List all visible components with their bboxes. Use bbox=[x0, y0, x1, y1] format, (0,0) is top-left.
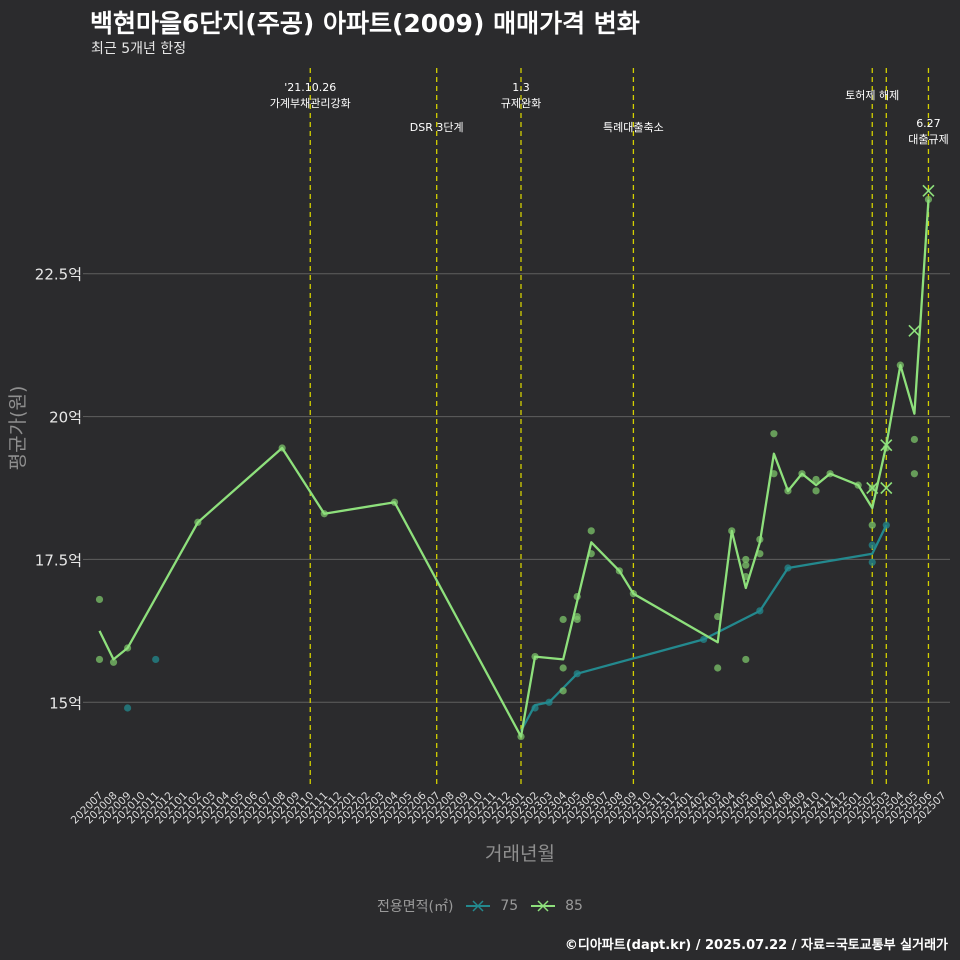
legend: 전용면적(㎡) 75 85 bbox=[0, 896, 960, 916]
grid-layer bbox=[88, 273, 950, 703]
chart-subtitle: 최근 5개년 한정 bbox=[91, 41, 187, 57]
y-axis-label: 평균가(원) bbox=[7, 386, 29, 471]
cross-stroke bbox=[908, 324, 921, 337]
point-85 bbox=[573, 615, 581, 624]
y-tick-label: 20억 bbox=[49, 409, 82, 427]
point-85 bbox=[714, 612, 722, 621]
point-85 bbox=[910, 435, 919, 444]
legend-label-75: 75 bbox=[500, 898, 519, 914]
source-caption: ©디아파트(dapt.kr) / 2025.07.22 / 자료=국토교통부 실… bbox=[564, 938, 948, 953]
point-75 bbox=[868, 558, 876, 566]
event-label: 규제완화 bbox=[501, 97, 541, 110]
point-85 bbox=[910, 470, 919, 478]
x-axis-label: 거래년월 bbox=[485, 843, 555, 865]
event-label: 대출규제 bbox=[908, 133, 948, 146]
y-tick-label: 17.5억 bbox=[35, 551, 82, 569]
cross-stroke bbox=[866, 481, 879, 495]
point-85 bbox=[559, 615, 567, 624]
series-line-85 bbox=[98, 199, 930, 738]
y-tick-label: 22.5억 bbox=[35, 266, 82, 284]
point-85 bbox=[587, 527, 595, 535]
cross-marker-85 bbox=[908, 324, 921, 337]
chart-title: 백현마을6단지(주공) 아파트(2009) 매매가격 변화 bbox=[90, 9, 640, 38]
point-85 bbox=[742, 555, 750, 564]
point-75 bbox=[868, 541, 876, 549]
event-label: 토허제 해제 bbox=[845, 88, 899, 102]
point-75 bbox=[124, 704, 132, 712]
point-85 bbox=[559, 664, 567, 672]
series-line-75 bbox=[519, 524, 888, 732]
point-85 bbox=[109, 658, 118, 666]
legend-key-85-icon bbox=[530, 900, 555, 912]
event-label: '21.10.26 bbox=[284, 81, 336, 94]
cross-marker-85 bbox=[866, 481, 879, 495]
axis-layer: 15억17.5억20억22.5억202007202008202009202010… bbox=[35, 266, 949, 827]
event-label: 1.3 bbox=[512, 81, 530, 94]
point-85 bbox=[742, 655, 750, 664]
cross-stroke bbox=[880, 439, 893, 452]
y-tick-label: 15억 bbox=[49, 694, 82, 712]
point-85 bbox=[742, 561, 750, 569]
cross-marker-85 bbox=[922, 184, 935, 197]
legend-label-85: 85 bbox=[565, 898, 583, 914]
event-label: 특례대출축소 bbox=[603, 121, 664, 134]
point-85 bbox=[812, 487, 820, 495]
point-85 bbox=[812, 475, 820, 484]
cross-marker-85 bbox=[880, 439, 893, 452]
point-85 bbox=[559, 687, 567, 695]
point-85 bbox=[714, 664, 722, 672]
point-85 bbox=[868, 521, 876, 529]
point-85 bbox=[770, 430, 778, 438]
series-layer bbox=[95, 184, 935, 741]
event-label: 가계부채관리강화 bbox=[270, 97, 351, 110]
legend-key-75-icon bbox=[465, 900, 490, 912]
cross-stroke bbox=[922, 184, 935, 197]
cross-stroke bbox=[880, 481, 893, 495]
point-85 bbox=[95, 595, 104, 604]
point-75 bbox=[152, 655, 160, 664]
event-label: DSR 3단계 bbox=[410, 121, 464, 134]
legend-title: 전용면적(㎡) bbox=[377, 899, 454, 915]
cross-marker-85 bbox=[880, 481, 893, 495]
point-85 bbox=[95, 655, 104, 664]
event-label: 6.27 bbox=[916, 117, 941, 130]
